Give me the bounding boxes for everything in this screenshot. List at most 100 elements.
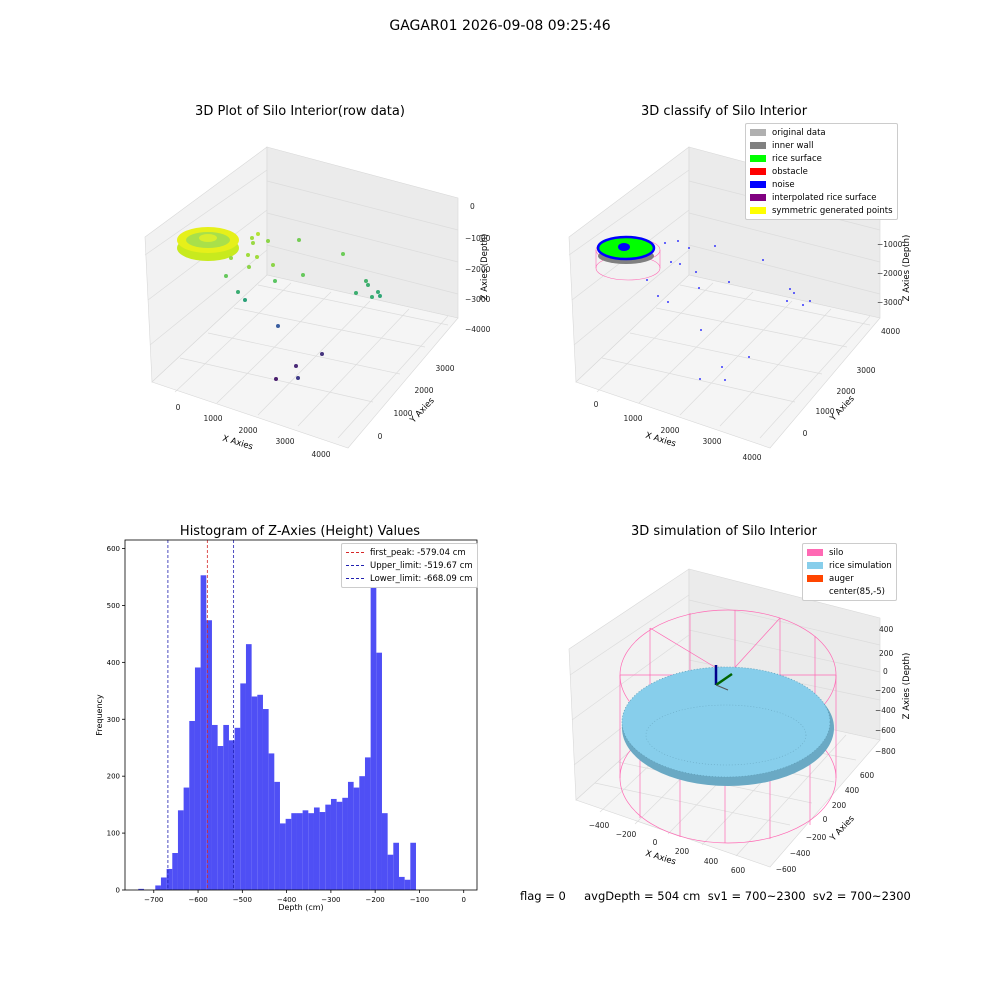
histogram-title: Histogram of Z-Axies (Height) Values	[179, 524, 421, 539]
histogram-xtick-label: −200	[366, 896, 385, 904]
legend-label: Lower_limit: -668.09 cm	[370, 573, 473, 584]
histogram-bar	[347, 781, 354, 890]
histogram-ytick-label: 0	[116, 887, 120, 895]
histogram-ytick-label: 600	[107, 545, 120, 553]
legend-label: center(85,-5)	[829, 586, 885, 597]
simulation3d-ztick: 0	[883, 667, 888, 676]
simulation3d-xtick: 400	[704, 857, 719, 866]
histogram-bar	[376, 652, 382, 890]
histogram-bar	[172, 853, 178, 890]
simulation3d-ytick: 200	[832, 801, 847, 810]
histogram-vlines	[167, 540, 235, 890]
histogram-bar	[393, 842, 399, 890]
raw3d-gridlines	[144, 169, 459, 439]
legend-swatch	[807, 549, 823, 556]
histogram-xtick-label: −700	[144, 896, 163, 904]
histogram-xtick-label: −300	[321, 896, 340, 904]
legend-item: interpolated rice surface	[750, 191, 893, 204]
histogram-bar	[353, 787, 360, 890]
simulation3d-ytick: 600	[860, 771, 875, 780]
legend-swatch	[750, 207, 766, 214]
classify3d-xtick: 1000	[623, 414, 642, 423]
histogram-ytick-label: 300	[107, 716, 120, 724]
legend-label: rice surface	[772, 153, 822, 164]
histogram-bars	[138, 558, 416, 890]
classify3d-legend: original data inner wall rice surface ob…	[745, 123, 898, 220]
classify3d-xtick: 0	[594, 400, 599, 409]
raw3d-floor-pane	[151, 274, 459, 449]
simulation3d-plot: −400 −200 0 200 400 600 −600 −400 −200 0…	[568, 568, 912, 875]
histogram-bar	[183, 787, 190, 890]
legend-label: rice simulation	[829, 560, 892, 571]
legend-swatch	[750, 168, 766, 175]
simulation3d-ztick: 400	[879, 625, 894, 634]
histogram-bar	[155, 885, 161, 890]
classify3d-silo	[595, 235, 661, 281]
raw3d-xtick: 3000	[275, 437, 294, 446]
classify3d-xtick: 3000	[702, 437, 721, 446]
simulation3d-xtick: 0	[653, 838, 658, 847]
histogram-bar	[200, 575, 207, 890]
histogram-bar	[228, 740, 235, 890]
raw3d-ytick: 0	[378, 432, 383, 441]
simulation3d-xtick: 600	[731, 866, 746, 875]
classify3d-floor-pane	[575, 274, 881, 449]
simulation3d-auger	[714, 665, 733, 691]
histogram-bar	[206, 620, 212, 890]
classify3d-ytick: 0	[803, 429, 808, 438]
histogram-bar	[138, 888, 144, 890]
classify3d-title: 3D classify of Silo Interior	[640, 104, 808, 119]
simulation3d-rice-surface	[621, 666, 834, 786]
histogram-legend: first_peak: -579.04 cm Upper_limit: -519…	[341, 543, 478, 588]
classify3d-ztick: 4000	[881, 327, 900, 336]
raw3d-xtick: 0	[176, 403, 181, 412]
legend-swatch	[807, 575, 823, 582]
legend-label: original data	[772, 127, 826, 138]
histogram-bar	[262, 709, 269, 890]
raw3d-xtick: 4000	[311, 450, 330, 459]
legend-line-swatch	[346, 578, 364, 579]
legend-label: symmetric generated points	[772, 205, 893, 216]
histogram-xlabel: Depth (cm)	[278, 903, 323, 912]
histogram-bar	[381, 813, 388, 890]
simulation3d-zlabel: Z Axies (Depth)	[902, 653, 912, 720]
legend-label: noise	[772, 179, 795, 190]
histogram-bar	[342, 797, 348, 890]
legend-item: obstacle	[750, 165, 893, 178]
legend-label: inner wall	[772, 140, 814, 151]
legend-swatch	[750, 181, 766, 188]
legend-swatch	[750, 129, 766, 136]
histogram-ytick-label: 400	[107, 659, 120, 667]
simulation3d-xtick: −400	[589, 821, 610, 830]
histogram-bar	[291, 813, 297, 890]
histogram-bar	[370, 558, 377, 890]
histogram-bar	[211, 724, 218, 890]
histogram-ytick-label: 200	[107, 773, 120, 781]
histogram-bar	[279, 823, 286, 890]
raw3d-ytick: 3000	[435, 364, 454, 373]
histogram-bar	[398, 876, 405, 890]
histogram-bar	[223, 724, 229, 890]
simulation3d-ytick: −400	[790, 849, 811, 858]
histogram-bar	[404, 879, 411, 890]
raw3d-silo-ring	[177, 227, 239, 261]
classify3d-xtick: 4000	[742, 453, 761, 462]
figure-suptitle: GAGAR01 2026-09-08 09:25:46	[389, 18, 611, 34]
legend-item: auger	[807, 572, 892, 585]
histogram-bar	[268, 753, 275, 890]
classify3d-noise-points	[646, 240, 811, 381]
legend-label: first_peak: -579.04 cm	[370, 547, 466, 558]
histogram-xticks: −700 −600 −500 −400 −300 −200 −100 0	[144, 890, 466, 904]
classify3d-zlabel: Z Axies (Depth)	[902, 235, 912, 302]
histogram-bar	[251, 696, 258, 890]
legend-swatch	[807, 562, 823, 569]
histogram-yticks: 0 100 200 300 400 500 600	[107, 545, 125, 895]
simulation3d-legend: silo rice simulation auger center(85,-5)	[802, 543, 897, 601]
legend-swatch	[750, 155, 766, 162]
classify3d-ztick: −3000	[877, 298, 903, 307]
histogram-ylabel: Frequency	[95, 694, 104, 736]
simulation3d-xlabel: X Axies	[644, 849, 677, 868]
simulation3d-title: 3D simulation of Silo Interior	[631, 524, 817, 539]
legend-swatch	[750, 142, 766, 149]
classify3d-ytick: 2000	[836, 387, 855, 396]
